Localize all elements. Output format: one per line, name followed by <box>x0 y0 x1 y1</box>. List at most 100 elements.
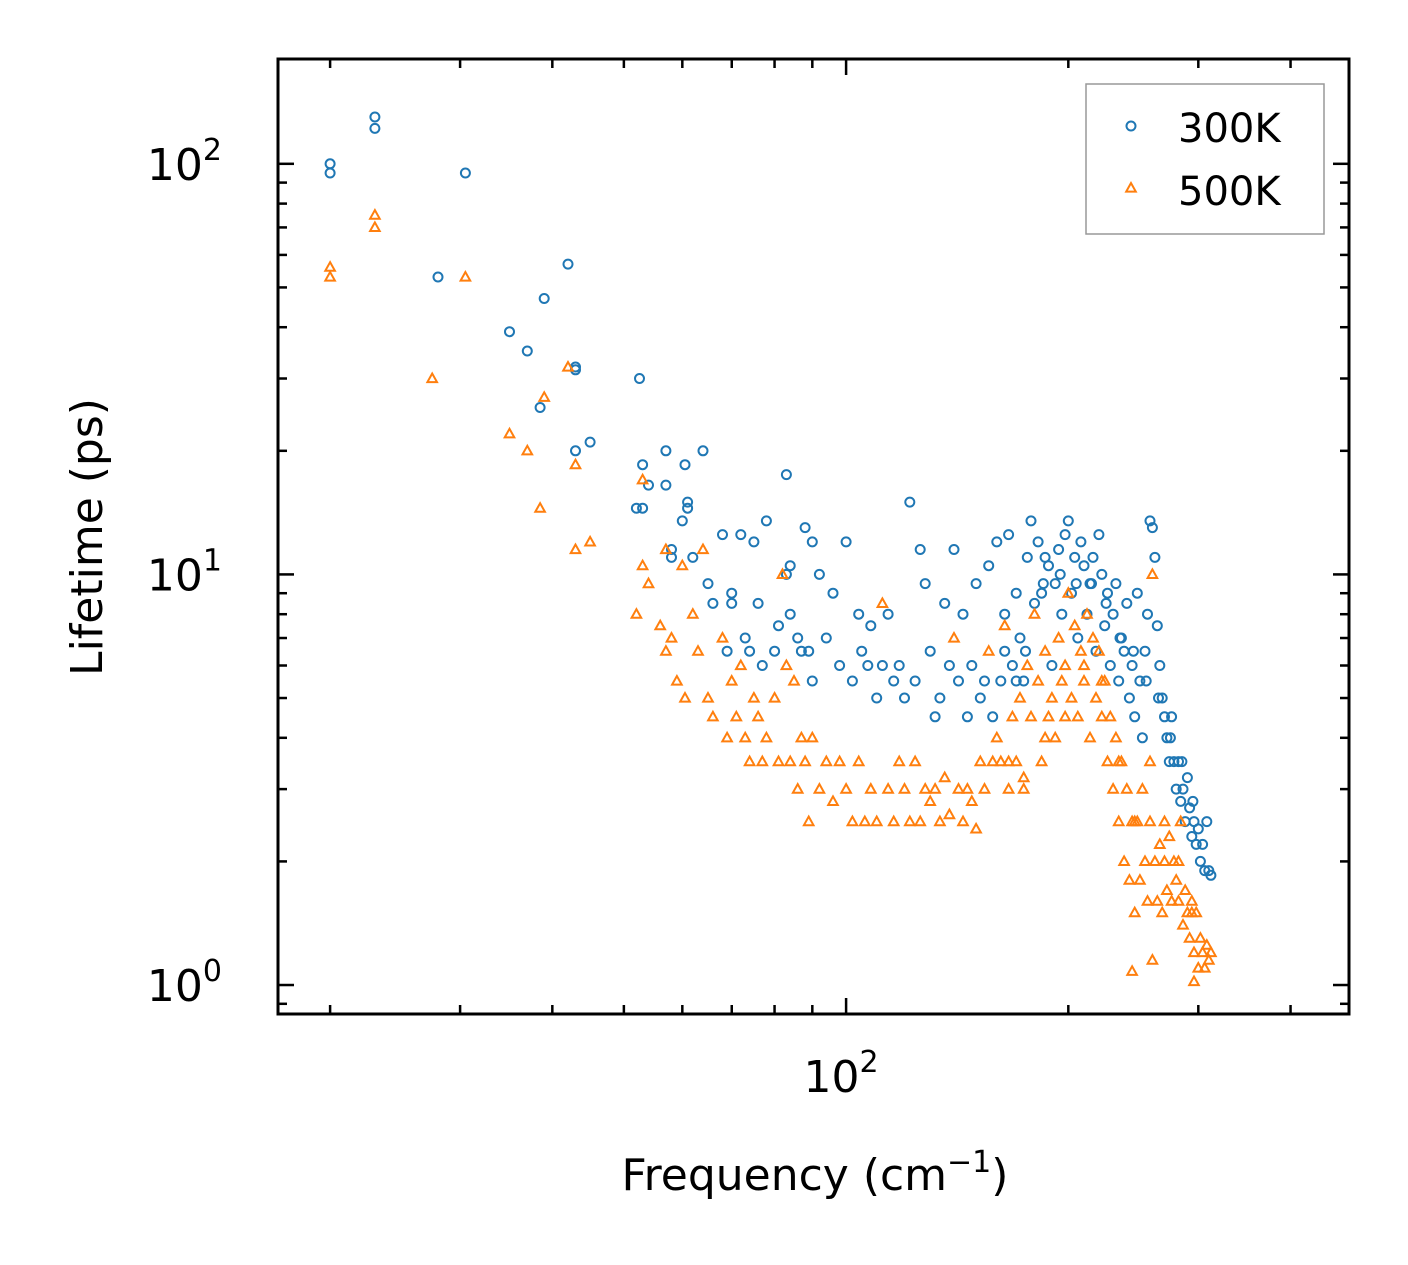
point-500k <box>458 269 472 282</box>
point-500k <box>1145 953 1159 965</box>
point-500k <box>568 542 583 555</box>
point-500k <box>1055 673 1069 686</box>
point-300k <box>752 597 764 609</box>
x-tick-label-base: 10 <box>804 1052 860 1103</box>
point-500k <box>923 794 937 806</box>
point-300k <box>1170 783 1182 795</box>
point-300k <box>369 111 381 123</box>
point-300k <box>1153 692 1164 704</box>
point-300k <box>970 578 982 590</box>
point-300k <box>995 675 1007 687</box>
point-500k <box>1045 690 1059 703</box>
point-500k <box>1120 782 1134 794</box>
point-500k <box>805 730 819 743</box>
point-300k <box>871 692 883 704</box>
point-500k <box>1061 586 1075 598</box>
point-500k <box>738 730 752 743</box>
point-500k <box>537 390 551 402</box>
point-500k <box>969 821 983 834</box>
point-500k <box>502 426 517 439</box>
point-500k <box>1086 630 1100 643</box>
point-300k <box>853 608 865 620</box>
point-300k <box>904 496 916 508</box>
point-300k <box>846 675 858 687</box>
point-500k <box>1089 690 1103 703</box>
point-300k <box>953 675 964 687</box>
point-500k <box>791 782 805 794</box>
point-500k <box>1092 644 1106 656</box>
point-300k <box>987 711 999 723</box>
point-300k <box>1025 515 1037 527</box>
point-500k <box>1200 938 1214 950</box>
point-500k <box>1100 754 1115 767</box>
point-500k <box>1185 894 1199 906</box>
point-500k <box>887 814 901 827</box>
point-300k <box>966 660 978 671</box>
point-300k <box>1056 608 1068 620</box>
point-500k <box>1017 770 1031 783</box>
legend-marker-300k <box>1125 120 1137 132</box>
point-500k <box>691 644 705 656</box>
point-300k <box>1142 608 1153 620</box>
point-500k <box>368 220 382 232</box>
point-300k <box>769 645 781 657</box>
point-300k <box>1146 522 1158 534</box>
point-500k <box>1035 754 1049 767</box>
point-500k <box>1064 690 1079 703</box>
point-500k <box>771 754 786 767</box>
point-300k <box>919 578 931 590</box>
point-300k <box>504 326 515 338</box>
point-500k <box>678 690 692 703</box>
point-300k <box>735 529 747 541</box>
point-300k <box>1046 660 1058 671</box>
point-300k <box>773 620 784 632</box>
point-500k <box>696 542 710 555</box>
point-500k <box>1048 730 1062 743</box>
point-300k <box>1096 568 1108 580</box>
point-300k <box>1003 529 1015 541</box>
legend-marker-500k <box>1124 180 1138 193</box>
y-tick-label: 101 <box>147 543 222 601</box>
point-300k <box>1110 578 1122 590</box>
point-500k <box>956 814 970 827</box>
point-500k <box>701 690 715 703</box>
point-300k <box>534 402 546 413</box>
point-300k <box>1043 560 1054 572</box>
point-300k <box>1070 578 1082 590</box>
y-tick-label-exponent: 2 <box>203 133 222 168</box>
point-500k <box>1074 644 1088 656</box>
point-300k <box>929 711 941 723</box>
point-500k <box>368 208 382 220</box>
point-500k <box>938 770 952 783</box>
point-500k <box>759 730 773 743</box>
point-300k <box>961 711 973 723</box>
point-300k <box>739 632 751 644</box>
point-300k <box>799 522 811 534</box>
point-500k <box>933 814 947 827</box>
point-500k <box>1052 630 1066 643</box>
point-300k <box>1144 515 1156 527</box>
point-300k <box>744 645 756 657</box>
point-500k <box>1196 945 1210 958</box>
point-500k <box>1041 709 1056 722</box>
point-500k <box>1122 873 1136 885</box>
point-300k <box>1107 608 1119 620</box>
point-300k <box>1020 645 1031 657</box>
point-500k <box>864 782 878 794</box>
point-500k <box>1109 730 1123 743</box>
x-axis-label-superscript: −1 <box>947 1145 991 1180</box>
point-300k <box>948 544 960 555</box>
point-300k <box>1177 783 1189 795</box>
point-300k <box>1194 855 1206 867</box>
point-300k <box>795 645 807 657</box>
series-300k <box>324 111 1217 881</box>
x-axis-label: Frequency (cm−1) <box>622 1145 1009 1201</box>
point-500k <box>1002 754 1016 767</box>
y-tick-label: 102 <box>147 133 222 191</box>
point-300k <box>1136 732 1148 744</box>
point-500k <box>636 472 650 485</box>
point-500k <box>903 814 917 827</box>
point-500k <box>659 644 673 656</box>
point-500k <box>870 814 884 827</box>
point-500k <box>1171 854 1186 866</box>
